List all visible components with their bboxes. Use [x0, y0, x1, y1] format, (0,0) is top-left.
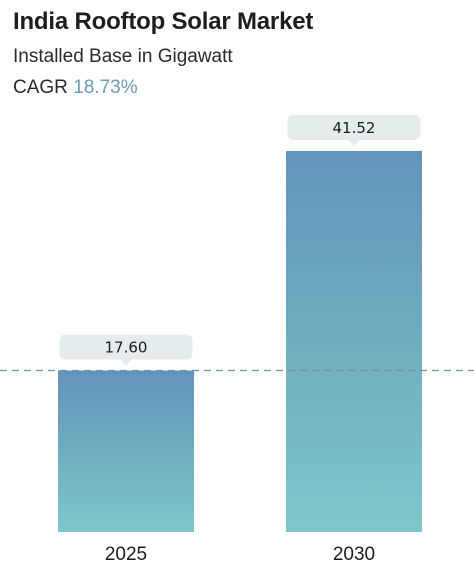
value-label-pointer: [348, 139, 360, 146]
x-tick-2025: 2025: [105, 544, 147, 565]
cagr-line: CAGR 18.73%: [13, 77, 138, 99]
bar-2030: [286, 151, 422, 532]
value-label-text: 17.60: [105, 338, 148, 356]
value-label-text: 41.52: [333, 119, 376, 137]
value-labels: 17.60 41.52: [59, 115, 421, 366]
cagr-label: CAGR: [13, 77, 68, 98]
value-label-2025: 17.60: [59, 334, 193, 366]
value-label-box: [287, 115, 421, 140]
chart-subtitle: Installed Base in Gigawatt: [13, 46, 233, 67]
x-tick-2030: 2030: [333, 544, 375, 565]
cagr-value: 18.73%: [73, 77, 138, 98]
value-label-pointer: [120, 358, 132, 366]
bar-2025: [58, 370, 194, 532]
chart-title: India Rooftop Solar Market: [13, 8, 314, 35]
value-label-2030: 41.52: [287, 115, 421, 146]
bars: [58, 151, 422, 532]
x-axis-ticks: 2025 2030: [105, 544, 375, 565]
value-label-box: [59, 334, 193, 360]
